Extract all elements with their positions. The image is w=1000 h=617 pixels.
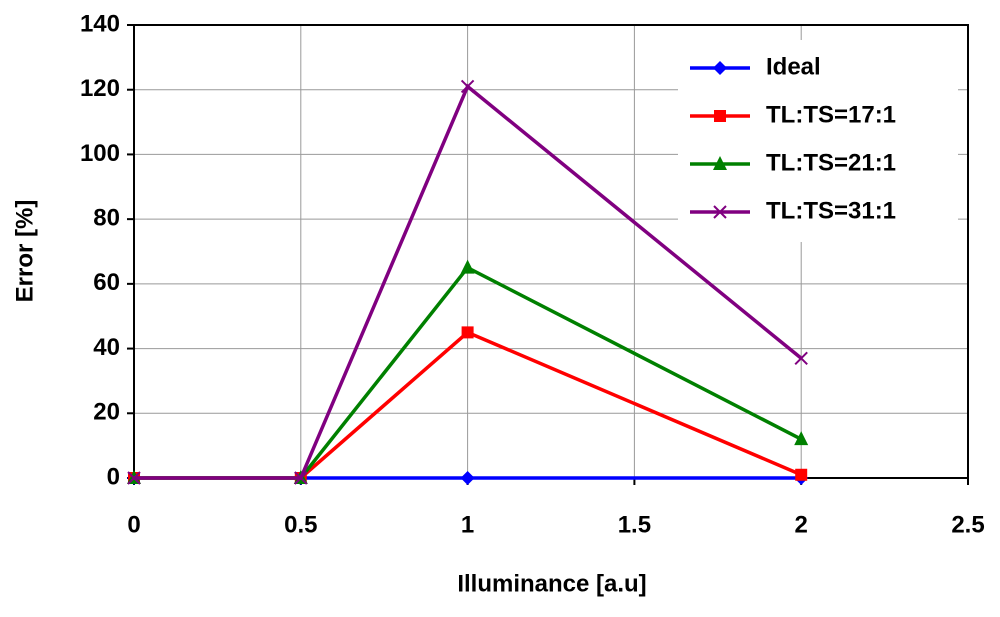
marker <box>794 431 809 446</box>
x-axis-label: Illuminance [a.u] <box>457 570 646 597</box>
marker <box>795 468 808 481</box>
y-tick-label: 20 <box>93 399 120 426</box>
y-tick-label: 80 <box>93 204 120 231</box>
y-axis-label: Error [%] <box>11 200 38 303</box>
marker <box>713 61 727 75</box>
y-tick-label: 140 <box>80 10 120 37</box>
x-tick-label: 1 <box>461 511 474 538</box>
legend-label: Ideal <box>766 53 821 80</box>
marker <box>460 79 475 94</box>
y-tick-label: 120 <box>80 75 120 102</box>
x-tick-label: 2 <box>795 511 808 538</box>
x-tick-label: 2.5 <box>951 511 984 538</box>
legend-label: TL:TS=17:1 <box>766 101 896 128</box>
marker <box>127 471 141 485</box>
x-tick-label: 0.5 <box>284 511 317 538</box>
marker <box>460 471 475 485</box>
marker <box>714 110 726 122</box>
y-tick-label: 60 <box>93 269 120 296</box>
marker <box>294 471 308 485</box>
y-tick-label: 100 <box>80 140 120 167</box>
marker <box>713 156 727 170</box>
marker <box>461 326 474 339</box>
x-tick-label: 0 <box>127 511 140 538</box>
x-tick-label: 1.5 <box>618 511 651 538</box>
marker <box>794 351 808 365</box>
legend-label: TL:TS=21:1 <box>766 149 896 176</box>
marker <box>460 259 475 274</box>
series-line <box>134 83 803 480</box>
y-tick-label: 0 <box>107 463 120 490</box>
y-tick-label: 40 <box>93 334 120 361</box>
marker <box>713 205 727 219</box>
legend-label: TL:TS=31:1 <box>766 197 896 224</box>
